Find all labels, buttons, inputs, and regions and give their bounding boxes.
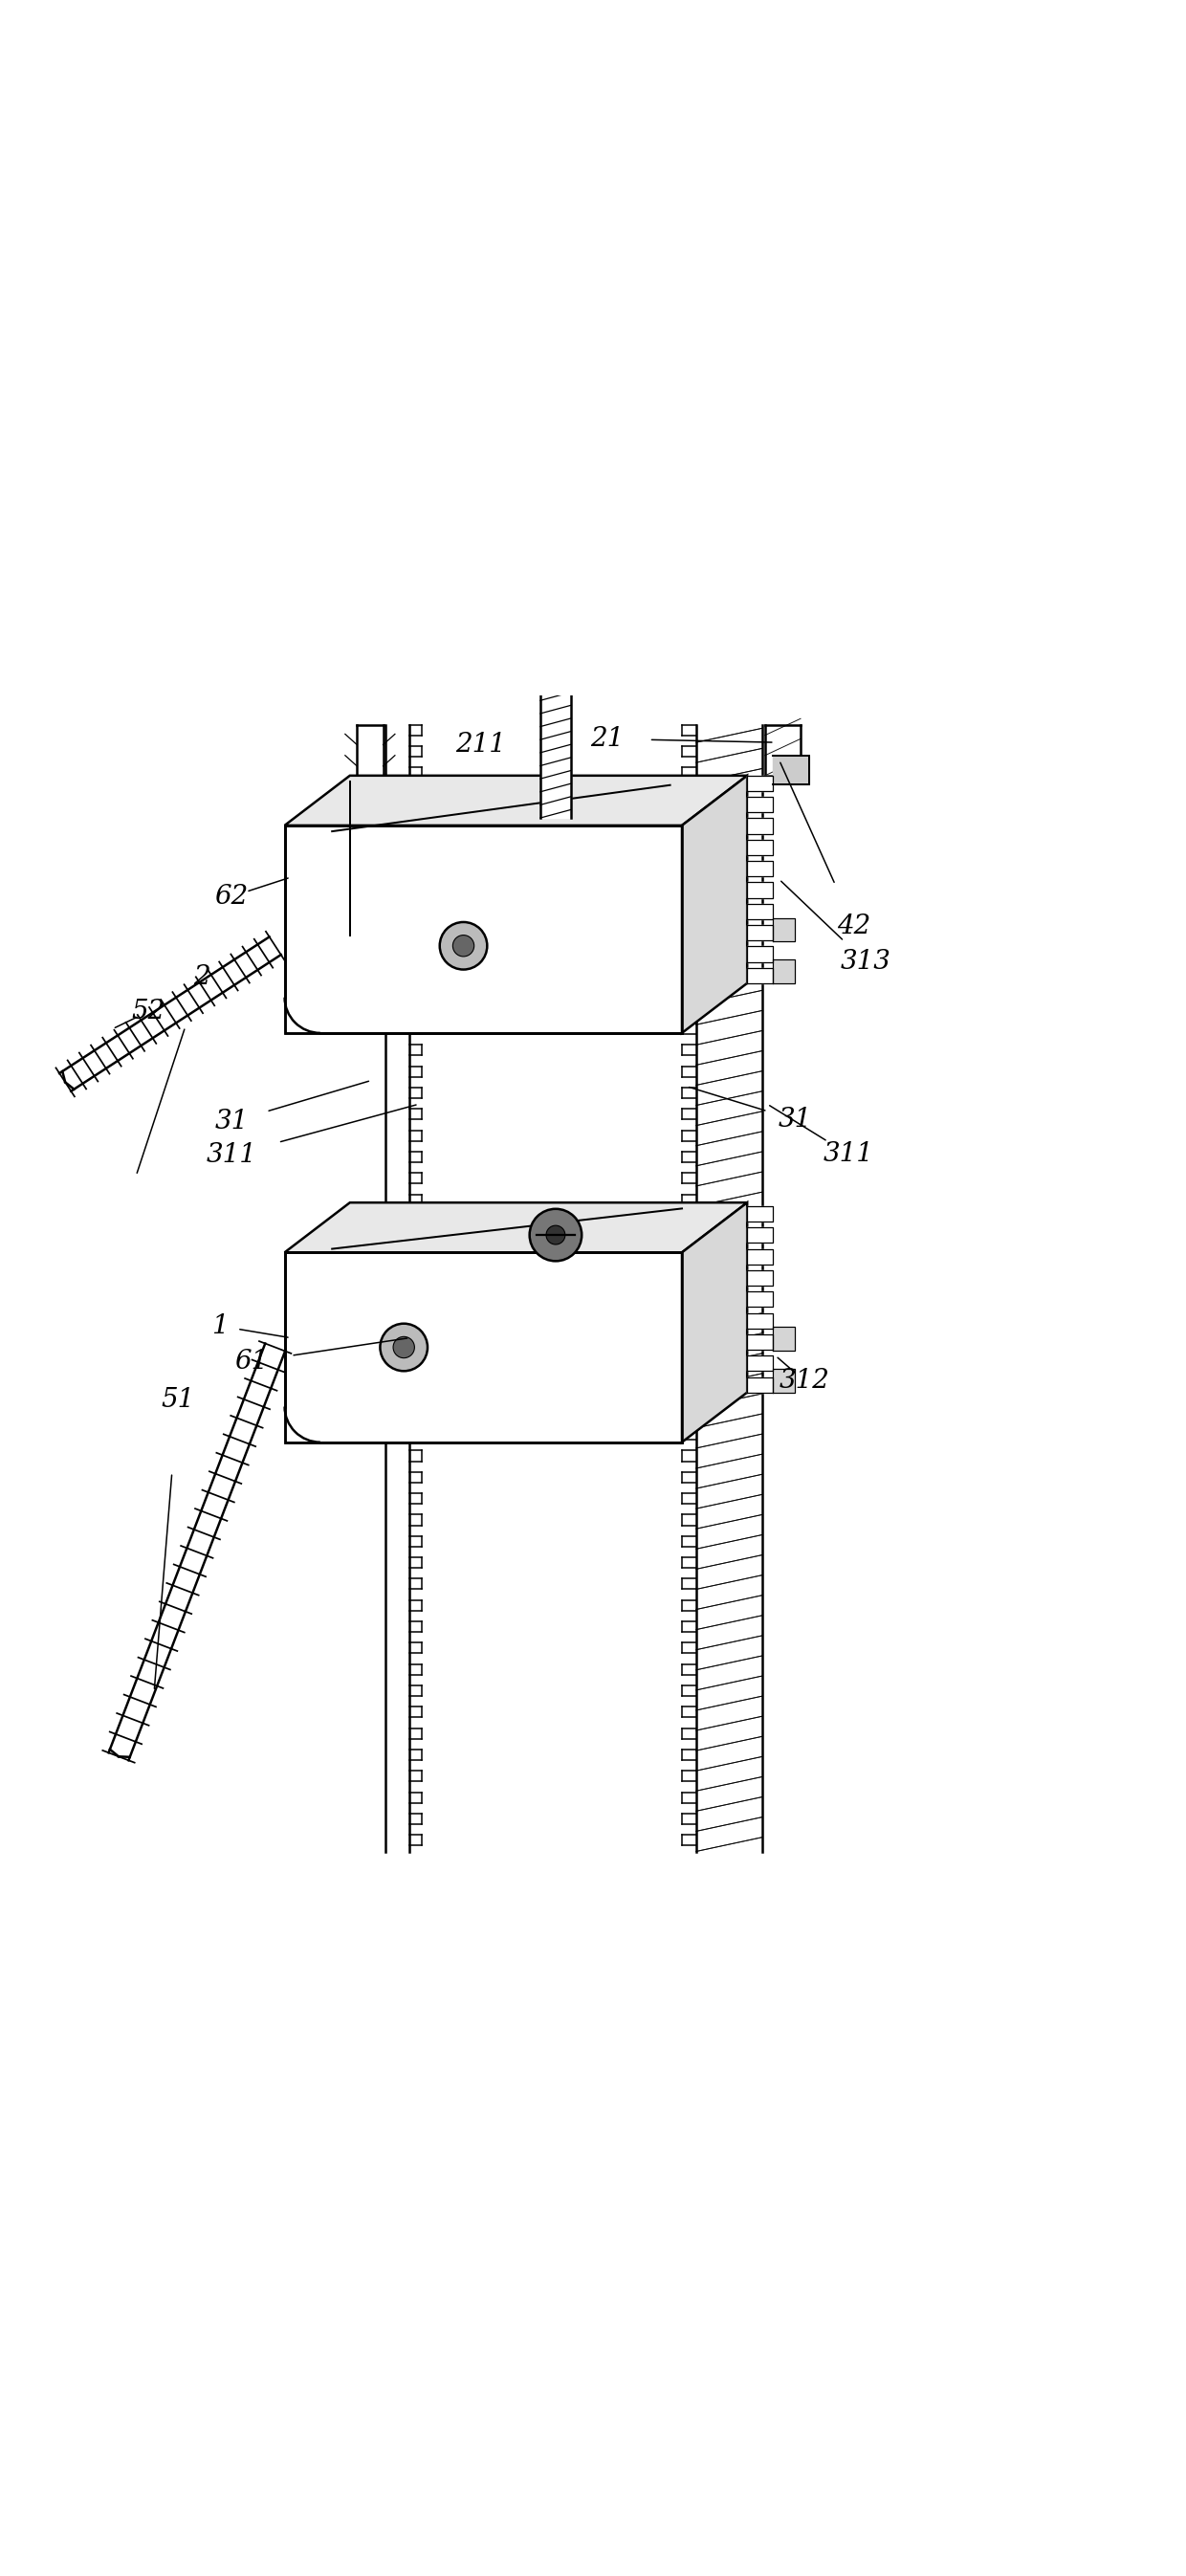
Text: 21: 21 (591, 726, 624, 752)
Polygon shape (747, 925, 773, 940)
Polygon shape (747, 1291, 773, 1306)
Text: 2: 2 (193, 963, 210, 989)
Polygon shape (747, 1229, 773, 1244)
Polygon shape (696, 724, 763, 1852)
Polygon shape (747, 969, 773, 984)
Circle shape (534, 603, 578, 647)
Polygon shape (747, 945, 773, 961)
Text: 313: 313 (841, 948, 891, 974)
Text: 31: 31 (215, 1110, 248, 1136)
Polygon shape (357, 724, 383, 775)
Polygon shape (747, 1249, 773, 1265)
Polygon shape (747, 819, 773, 835)
Text: 51: 51 (161, 1386, 195, 1412)
Text: 61: 61 (235, 1350, 268, 1376)
Polygon shape (747, 860, 773, 876)
Polygon shape (747, 1206, 773, 1221)
Polygon shape (747, 904, 773, 920)
Text: 31: 31 (778, 1108, 811, 1133)
Polygon shape (747, 1355, 773, 1370)
Polygon shape (747, 884, 773, 899)
Polygon shape (682, 1203, 747, 1443)
Polygon shape (682, 775, 747, 1033)
Text: 311: 311 (823, 1141, 873, 1167)
Polygon shape (285, 1203, 747, 1252)
Text: 211: 211 (455, 732, 505, 757)
Polygon shape (773, 755, 809, 783)
Polygon shape (773, 1368, 795, 1394)
Polygon shape (773, 958, 795, 984)
Polygon shape (747, 1378, 773, 1394)
Polygon shape (747, 1334, 773, 1350)
Text: 52: 52 (132, 999, 165, 1025)
Polygon shape (747, 1314, 773, 1329)
Circle shape (530, 1208, 582, 1262)
Polygon shape (747, 1270, 773, 1285)
Text: 311: 311 (206, 1141, 256, 1167)
Circle shape (393, 1337, 415, 1358)
Text: 62: 62 (215, 884, 248, 909)
Polygon shape (773, 1327, 795, 1350)
Polygon shape (541, 639, 572, 819)
Polygon shape (773, 917, 795, 943)
Circle shape (547, 1226, 566, 1244)
Polygon shape (59, 938, 281, 1092)
Polygon shape (765, 724, 801, 775)
Polygon shape (747, 840, 773, 855)
Polygon shape (747, 775, 773, 791)
Polygon shape (285, 824, 682, 1033)
Text: 312: 312 (779, 1368, 829, 1394)
Polygon shape (285, 775, 747, 824)
Polygon shape (385, 724, 409, 1852)
Polygon shape (109, 1345, 285, 1759)
Polygon shape (747, 796, 773, 811)
Circle shape (440, 922, 487, 969)
Polygon shape (285, 1252, 682, 1443)
Circle shape (453, 935, 474, 956)
Circle shape (380, 1324, 428, 1370)
Text: 42: 42 (837, 914, 871, 940)
Text: 1: 1 (211, 1314, 228, 1340)
